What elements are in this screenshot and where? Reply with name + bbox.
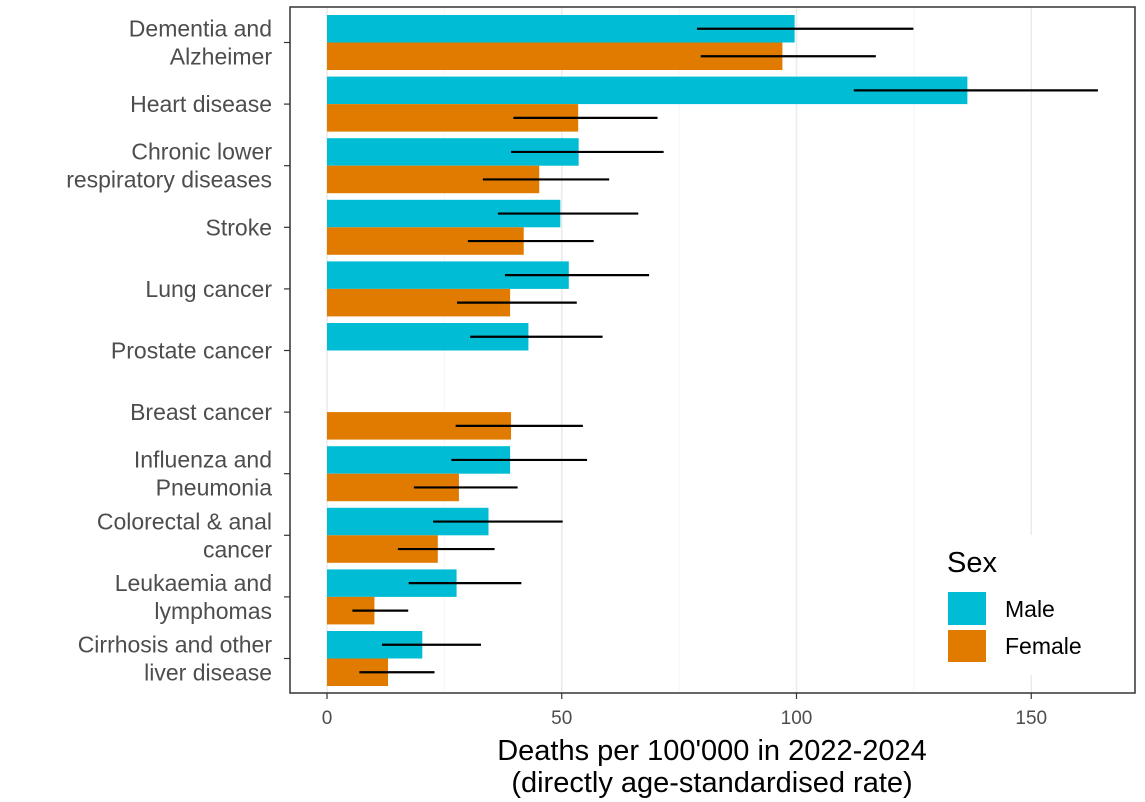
x-tick-label: 150 [1015,708,1047,729]
category-label: Dementia and [129,16,272,42]
category-label: Breast cancer [130,399,272,425]
category-label: Lung cancer [145,276,272,302]
legend-swatch-female [948,630,986,662]
category-label: respiratory diseases [66,167,272,193]
category-label: Cirrhosis and other [78,632,273,658]
category-label: Prostate cancer [111,338,272,364]
legend-label-male: Male [1005,596,1055,622]
category-label: Stroke [206,214,272,240]
x-axis-title-line1: Deaths per 100'000 in 2022-2024 [497,735,927,767]
legend: Sex Male Female [935,535,1125,675]
legend-label-female: Female [1005,633,1082,659]
category-label: Heart disease [130,91,272,117]
category-label: Influenza and [134,447,272,473]
category-label: Leukaemia and [115,570,272,596]
x-axis-title-line2: (directly age-standardised rate) [511,767,912,799]
legend-swatch-male [948,592,986,625]
category-label: Pneumonia [156,475,273,501]
category-label: Alzheimer [170,44,273,70]
category-label: lymphomas [154,598,272,624]
category-label: liver disease [144,660,272,686]
category-label: cancer [203,536,272,562]
category-label: Chronic lower [131,139,272,165]
x-tick-label: 50 [551,708,572,729]
x-axis-ticks: 0 50 100 150 [322,693,1047,729]
x-tick-label: 100 [781,708,813,729]
category-label: Colorectal & anal [97,508,272,534]
legend-title: Sex [947,547,997,579]
error-bars-group [352,27,1098,674]
x-tick-label: 0 [322,708,333,729]
